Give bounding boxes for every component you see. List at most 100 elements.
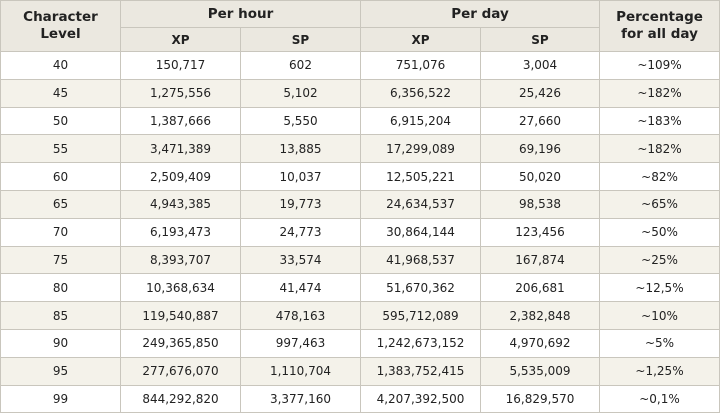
hour-sp-cell: 13,885 — [240, 134, 361, 164]
percent-cell: ~0,1% — [599, 384, 720, 414]
day-xp-cell: 1,383,752,415 — [360, 356, 481, 386]
day-xp-cell: 595,712,089 — [360, 301, 481, 330]
table-row: 80 10,368,634 41,474 51,670,362 206,681 … — [0, 273, 720, 303]
level-cell: 85 — [0, 301, 121, 330]
hour-sp-cell: 24,773 — [240, 217, 361, 247]
level-cell: 90 — [0, 328, 121, 358]
hour-xp-cell: 249,365,850 — [120, 328, 241, 358]
table-row: 40 150,717 602 751,076 3,004 ~109% — [0, 51, 720, 80]
per-day-sp-header: SP — [479, 27, 601, 52]
day-xp-cell: 30,864,144 — [360, 217, 481, 247]
percentage-header-line1: Percentage — [616, 9, 703, 25]
hour-xp-cell: 150,717 — [120, 51, 241, 80]
table-row: 45 1,275,556 5,102 6,356,522 25,426 ~182… — [0, 78, 720, 108]
hour-xp-cell: 277,676,070 — [120, 356, 241, 386]
level-cell: 95 — [0, 356, 121, 386]
day-sp-cell: 4,970,692 — [479, 328, 601, 358]
day-sp-cell: 3,004 — [479, 51, 601, 80]
hour-xp-cell: 119,540,887 — [120, 301, 241, 330]
percent-cell: ~5% — [599, 328, 720, 358]
table-body: 40 150,717 602 751,076 3,004 ~109% 45 1,… — [0, 51, 720, 414]
percent-cell: ~182% — [599, 134, 720, 164]
level-cell: 70 — [0, 217, 121, 247]
percent-cell: ~50% — [599, 217, 720, 247]
hour-sp-cell: 41,474 — [240, 273, 361, 303]
hour-xp-cell: 6,193,473 — [120, 217, 241, 247]
percent-cell: ~10% — [599, 301, 720, 330]
header-row-sub: XP SP XP SP — [1, 27, 720, 52]
character-level-header-line2: Level — [40, 26, 81, 42]
day-sp-cell: 98,538 — [479, 189, 601, 219]
hour-sp-cell: 997,463 — [240, 328, 361, 358]
day-sp-cell: 50,020 — [479, 162, 601, 191]
day-sp-cell: 27,660 — [479, 106, 601, 136]
character-level-header: Character Level — [0, 0, 121, 52]
hour-sp-cell: 33,574 — [240, 245, 361, 275]
level-cell: 65 — [0, 189, 121, 219]
table-row: 60 2,509,409 10,037 12,505,221 50,020 ~8… — [0, 162, 720, 191]
level-cell: 99 — [0, 384, 121, 414]
hour-xp-cell: 2,509,409 — [120, 162, 241, 191]
per-hour-xp-header: XP — [120, 27, 241, 52]
day-xp-cell: 41,968,537 — [360, 245, 481, 275]
day-xp-cell: 1,242,673,152 — [360, 328, 481, 358]
percent-cell: ~65% — [599, 189, 720, 219]
table-row: 50 1,387,666 5,550 6,915,204 27,660 ~183… — [0, 106, 720, 136]
hour-sp-cell: 602 — [240, 51, 361, 80]
percent-cell: ~183% — [599, 106, 720, 136]
day-xp-cell: 6,915,204 — [360, 106, 481, 136]
day-sp-cell: 167,874 — [479, 245, 601, 275]
percentage-header-line2: for all day — [621, 26, 698, 42]
percent-cell: ~109% — [599, 51, 720, 80]
hour-sp-cell: 3,377,160 — [240, 384, 361, 414]
level-cell: 55 — [0, 134, 121, 164]
day-sp-cell: 123,456 — [479, 217, 601, 247]
table-header: Character Level Per hour Per day Percenta… — [0, 0, 720, 52]
day-xp-cell: 51,670,362 — [360, 273, 481, 303]
day-sp-cell: 69,196 — [479, 134, 601, 164]
day-xp-cell: 6,356,522 — [360, 78, 481, 108]
per-day-xp-header: XP — [360, 27, 481, 52]
day-xp-cell: 24,634,537 — [360, 189, 481, 219]
per-day-header: Per day — [359, 0, 601, 28]
table-row: 75 8,393,707 33,574 41,968,537 167,874 ~… — [0, 245, 720, 275]
level-cell: 80 — [0, 273, 121, 303]
percent-cell: ~1,25% — [599, 356, 720, 386]
table-row: 99 844,292,820 3,377,160 4,207,392,500 1… — [0, 384, 720, 414]
table-row: 90 249,365,850 997,463 1,242,673,152 4,9… — [0, 328, 720, 358]
level-cell: 75 — [0, 245, 121, 275]
day-sp-cell: 16,829,570 — [479, 384, 601, 414]
level-cell: 40 — [0, 51, 121, 80]
level-cell: 50 — [0, 106, 121, 136]
day-sp-cell: 206,681 — [479, 273, 601, 303]
table-row: 55 3,471,389 13,885 17,299,089 69,196 ~1… — [0, 134, 720, 164]
percent-cell: ~12,5% — [599, 273, 720, 303]
percentage-header: Percentage for all day — [599, 0, 720, 52]
hour-xp-cell: 1,387,666 — [120, 106, 241, 136]
table-row: 65 4,943,385 19,773 24,634,537 98,538 ~6… — [0, 189, 720, 219]
hour-xp-cell: 3,471,389 — [120, 134, 241, 164]
hour-sp-cell: 1,110,704 — [240, 356, 361, 386]
per-hour-header: Per hour — [120, 0, 361, 28]
percent-cell: ~82% — [599, 162, 720, 191]
hour-sp-cell: 5,102 — [240, 78, 361, 108]
table-row: 95 277,676,070 1,110,704 1,383,752,415 5… — [0, 356, 720, 386]
hour-xp-cell: 4,943,385 — [120, 189, 241, 219]
day-xp-cell: 751,076 — [360, 51, 481, 80]
hour-xp-cell: 1,275,556 — [120, 78, 241, 108]
hour-xp-cell: 8,393,707 — [120, 245, 241, 275]
day-xp-cell: 4,207,392,500 — [360, 384, 481, 414]
percent-cell: ~182% — [599, 78, 720, 108]
hour-sp-cell: 19,773 — [240, 189, 361, 219]
day-xp-cell: 12,505,221 — [360, 162, 481, 191]
header-row-top: Character Level Per hour Per day Percenta… — [0, 0, 720, 52]
hour-sp-cell: 478,163 — [240, 301, 361, 330]
level-cell: 45 — [0, 78, 121, 108]
table-row: 85 119,540,887 478,163 595,712,089 2,382… — [0, 301, 720, 330]
day-sp-cell: 25,426 — [479, 78, 601, 108]
hour-xp-cell: 10,368,634 — [120, 273, 241, 303]
per-hour-sp-header: SP — [240, 27, 361, 52]
hour-xp-cell: 844,292,820 — [120, 384, 241, 414]
hour-sp-cell: 10,037 — [240, 162, 361, 191]
